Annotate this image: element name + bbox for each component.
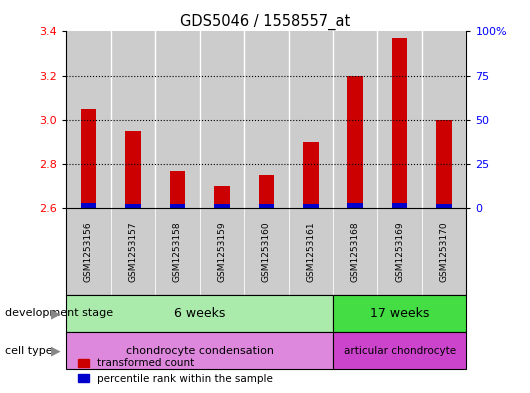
Bar xyxy=(66,31,111,208)
Bar xyxy=(392,203,408,208)
Bar xyxy=(170,204,185,208)
Text: cell type: cell type xyxy=(5,346,53,356)
Bar xyxy=(214,186,229,208)
Bar xyxy=(436,120,452,208)
Bar xyxy=(259,175,274,208)
Text: development stage: development stage xyxy=(5,309,113,318)
Text: GSM1253157: GSM1253157 xyxy=(128,221,137,282)
Bar xyxy=(170,171,185,208)
Bar xyxy=(81,203,96,208)
Bar xyxy=(125,131,141,208)
Bar xyxy=(111,31,155,208)
Text: GSM1253161: GSM1253161 xyxy=(306,221,315,282)
Bar xyxy=(348,76,363,208)
Text: GSM1253170: GSM1253170 xyxy=(440,221,449,282)
Text: GSM1253156: GSM1253156 xyxy=(84,221,93,282)
Text: GSM1253169: GSM1253169 xyxy=(395,221,404,282)
Bar xyxy=(125,204,141,208)
Bar xyxy=(303,142,319,208)
Bar xyxy=(288,31,333,208)
Text: GDS5046 / 1558557_at: GDS5046 / 1558557_at xyxy=(180,14,350,30)
Text: chondrocyte condensation: chondrocyte condensation xyxy=(126,346,273,356)
Bar xyxy=(348,203,363,208)
Bar xyxy=(377,31,422,208)
Text: GSM1253158: GSM1253158 xyxy=(173,221,182,282)
Text: articular chondrocyte: articular chondrocyte xyxy=(343,346,456,356)
Bar xyxy=(259,204,274,208)
Text: ▶: ▶ xyxy=(51,307,61,320)
Bar xyxy=(81,109,96,208)
Bar xyxy=(422,31,466,208)
Legend: transformed count, percentile rank within the sample: transformed count, percentile rank withi… xyxy=(74,354,277,388)
Text: GSM1253168: GSM1253168 xyxy=(351,221,360,282)
Bar xyxy=(214,204,229,208)
Text: 6 weeks: 6 weeks xyxy=(174,307,225,320)
Text: 17 weeks: 17 weeks xyxy=(370,307,429,320)
Bar xyxy=(333,31,377,208)
Bar xyxy=(392,38,408,208)
Bar xyxy=(436,204,452,208)
Bar xyxy=(303,204,319,208)
Bar xyxy=(155,31,200,208)
Text: GSM1253159: GSM1253159 xyxy=(217,221,226,282)
Text: GSM1253160: GSM1253160 xyxy=(262,221,271,282)
Text: ▶: ▶ xyxy=(51,344,61,357)
Bar xyxy=(200,31,244,208)
Bar xyxy=(244,31,288,208)
